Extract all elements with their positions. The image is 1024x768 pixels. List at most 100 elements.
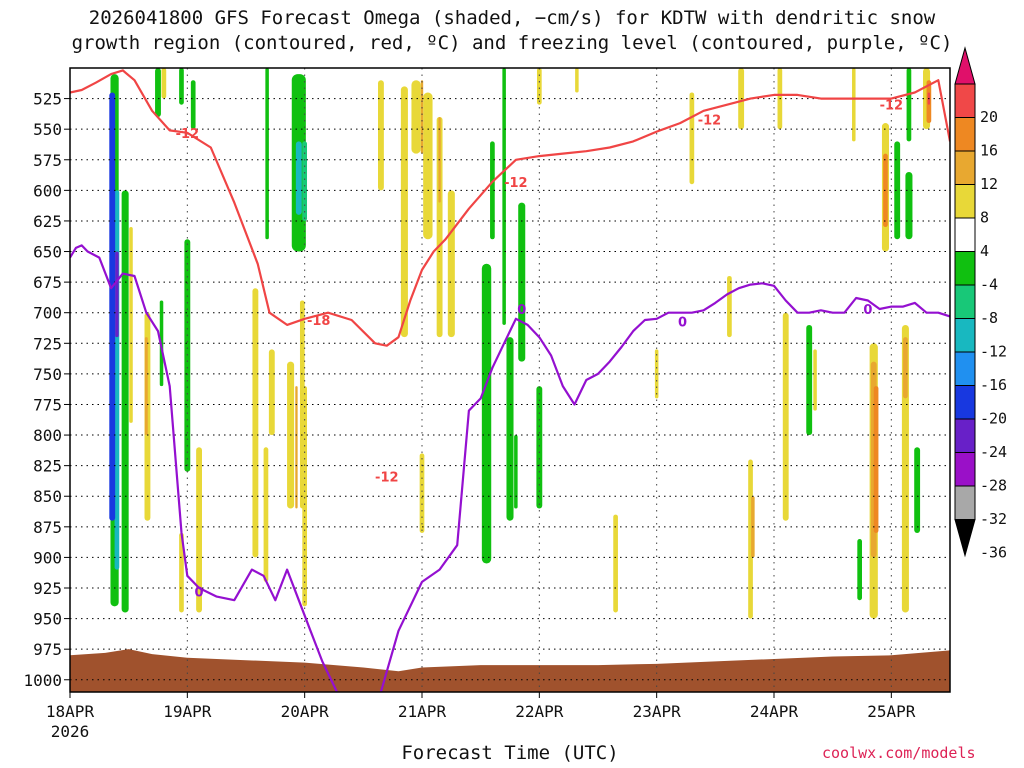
plot-frame bbox=[69, 67, 951, 693]
omega-cell bbox=[894, 141, 901, 240]
omega-cell bbox=[265, 68, 269, 240]
omega-cell bbox=[144, 337, 148, 436]
omega-cell bbox=[873, 386, 879, 533]
omega-cell bbox=[514, 435, 518, 509]
omega-cell bbox=[490, 141, 495, 240]
omega-cell bbox=[161, 68, 167, 99]
omega-cell bbox=[905, 172, 913, 240]
x-tick-label: 22APR bbox=[515, 702, 564, 721]
contour-label: 0 bbox=[517, 303, 526, 318]
grid-lines bbox=[70, 68, 950, 692]
title-line-1: 2026041800 GFS Forecast Omega (shaded, −… bbox=[88, 7, 936, 29]
omega-cell bbox=[378, 80, 384, 191]
colorbar-segment bbox=[954, 117, 976, 152]
colorbar-segment bbox=[954, 452, 976, 487]
colorbar-label: -28 bbox=[980, 477, 1007, 495]
omega-cell bbox=[782, 312, 789, 521]
colorbar-segment bbox=[954, 318, 976, 353]
omega-cell bbox=[184, 239, 191, 472]
omega-cell bbox=[536, 68, 542, 105]
omega-cell bbox=[506, 337, 514, 521]
omega-cell bbox=[903, 337, 908, 399]
contour-label: -12 bbox=[698, 113, 722, 128]
y-tick-label: 550 bbox=[33, 120, 62, 139]
colorbar-label: -32 bbox=[980, 510, 1007, 528]
colorbar-segment bbox=[954, 351, 976, 386]
omega-cell bbox=[857, 539, 862, 601]
contour-label: 0 bbox=[678, 315, 687, 330]
omega-cell bbox=[813, 349, 817, 411]
omega-cell bbox=[129, 227, 133, 423]
omega-cell bbox=[906, 68, 912, 142]
omega-cell bbox=[727, 276, 732, 338]
colorbar-bottom-arrow bbox=[954, 519, 976, 558]
colorbar-label: -12 bbox=[980, 343, 1007, 361]
omega-cell bbox=[575, 68, 579, 93]
x-tick-label: 25APR bbox=[867, 702, 916, 721]
x-axis: 18APR 19APR 20APR 21APR 22APR 23APR 24APR 25APR… bbox=[46, 692, 916, 741]
contour-label: -12 bbox=[176, 127, 200, 142]
colorbar-top-arrow bbox=[954, 46, 976, 85]
colorbar-segment bbox=[954, 83, 976, 118]
y-tick-label: 900 bbox=[33, 548, 62, 567]
omega-cell bbox=[536, 386, 543, 509]
contour-label: 0 bbox=[195, 586, 204, 601]
y-tick-label: 975 bbox=[33, 640, 62, 659]
colorbar-label: -20 bbox=[980, 410, 1007, 428]
colorbar-segment bbox=[954, 251, 976, 286]
omega-cell bbox=[179, 532, 184, 613]
colorbar-label: 8 bbox=[980, 209, 989, 227]
chart-title: 2026041800 GFS Forecast Omega (shaded, −… bbox=[0, 6, 1024, 56]
contour-label: -12 bbox=[880, 99, 904, 114]
omega-cell bbox=[263, 447, 269, 582]
x-axis-label: Forecast Time (UTC) bbox=[401, 742, 619, 764]
y-tick-label: 675 bbox=[33, 273, 62, 292]
colorbar-segment bbox=[954, 184, 976, 219]
omega-cell bbox=[295, 386, 298, 509]
omega-cell bbox=[190, 80, 196, 130]
omega-cell bbox=[121, 190, 129, 613]
x-tick-label: 20APR bbox=[281, 702, 330, 721]
y-tick-label: 525 bbox=[33, 90, 62, 109]
y-tick-label: 800 bbox=[33, 426, 62, 445]
omega-cell bbox=[411, 80, 421, 154]
y-tick-label: 625 bbox=[33, 212, 62, 231]
omega-cell bbox=[914, 447, 921, 533]
omega-cell bbox=[295, 141, 302, 215]
contour-label: -12 bbox=[375, 471, 399, 486]
y-tick-label: 825 bbox=[33, 457, 62, 476]
colorbar-segment bbox=[954, 485, 976, 520]
colorbar-segment bbox=[954, 385, 976, 420]
omega-cell bbox=[155, 68, 161, 117]
contour-label: -12 bbox=[504, 176, 528, 191]
omega-cell bbox=[423, 92, 433, 240]
colorbar-segment bbox=[954, 150, 976, 185]
omega-cell bbox=[109, 92, 116, 521]
contour-lines bbox=[70, 69, 950, 692]
omega-cell bbox=[179, 68, 184, 105]
y-tick-label: 1000 bbox=[23, 671, 62, 690]
y-tick-label: 850 bbox=[33, 487, 62, 506]
y-tick-label: 650 bbox=[33, 243, 62, 262]
y-tick-label: 700 bbox=[33, 304, 62, 323]
omega-cell bbox=[436, 116, 443, 338]
y-tick-label: 600 bbox=[33, 181, 62, 200]
colorbar-label: -16 bbox=[980, 376, 1007, 394]
dgz-contour-line bbox=[70, 69, 950, 347]
omega-cell bbox=[400, 86, 408, 338]
omega-cell bbox=[252, 288, 259, 558]
contour-label: 0 bbox=[863, 303, 872, 318]
omega-cell bbox=[196, 447, 202, 613]
x-tick-label: 18APR bbox=[46, 702, 95, 721]
colorbar-label: -24 bbox=[980, 443, 1007, 461]
credit-link[interactable]: coolwx.com/models bbox=[822, 744, 976, 762]
contour-labels: -12 -18 -12 -12 -12 -12 0 0 0 0 bbox=[176, 99, 904, 601]
colorbar-label: -36 bbox=[980, 544, 1007, 562]
omega-cell bbox=[302, 141, 308, 221]
colorbar-label: -8 bbox=[980, 309, 998, 327]
omega-cell bbox=[114, 190, 120, 570]
omega-cell bbox=[613, 514, 618, 613]
colorbar-segment bbox=[954, 284, 976, 319]
colorbar-segment bbox=[954, 217, 976, 252]
